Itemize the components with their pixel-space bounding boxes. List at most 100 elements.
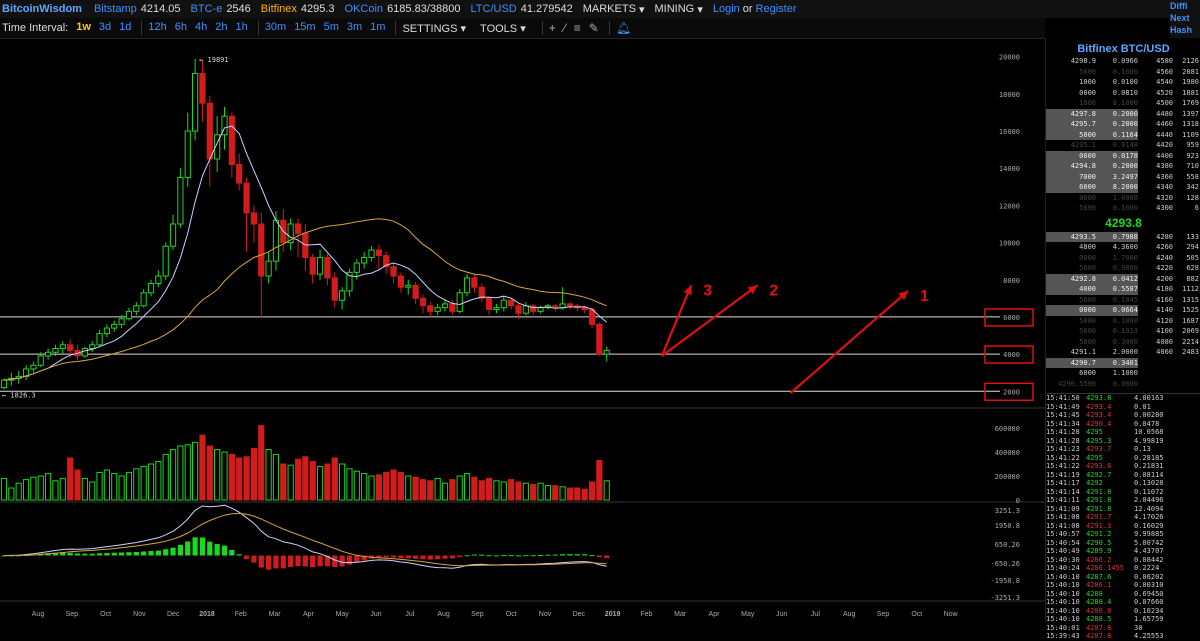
interval-option[interactable]: 3d	[98, 21, 112, 33]
interval-option[interactable]: 2h	[215, 21, 228, 33]
register-link[interactable]: Register	[755, 3, 797, 15]
candle-body	[500, 299, 507, 309]
orderbook-row[interactable]: 4290.7 0.3401	[1046, 357, 1200, 368]
volume-bar	[206, 445, 213, 501]
order-amount: 2.0000	[1112, 348, 1138, 356]
price-tick-label: 6000	[1003, 314, 1020, 322]
exchange-name[interactable]: LTC/USD	[470, 3, 517, 15]
interval-option[interactable]: 5m	[323, 21, 339, 33]
orderbook-row[interactable]: 6000 1.1000	[1046, 368, 1200, 379]
orderbook-row[interactable]: 1000 0.0100 4540 1980	[1046, 77, 1200, 88]
interval-option[interactable]: 30m	[264, 21, 287, 33]
exchange-ticker[interactable]: LTC/USD 41.279542	[470, 3, 572, 15]
orderbook-row[interactable]: 5000 0.1045 4160 1315	[1046, 295, 1200, 306]
tools-menu[interactable]: TOOLS ▾	[480, 22, 526, 35]
interval-option[interactable]: 1d	[119, 21, 132, 33]
next-label[interactable]: Next	[1170, 13, 1190, 23]
orderbook-row[interactable]: 6000 8.2000 4340 342	[1046, 182, 1200, 193]
exchange-ticker[interactable]: Bitstamp 4214.05	[94, 3, 181, 15]
order-amount: 0.0664	[1096, 305, 1138, 316]
exchange-name[interactable]: BTC-e	[190, 3, 223, 15]
price-chart[interactable]: 2000 4000 6000 8000 10000 12000 14000 16000 1800…	[0, 38, 1045, 621]
orderbook-row[interactable]: 0000 1.0000 4320 128	[1046, 193, 1200, 204]
exchange-ticker[interactable]: Bitfinex 4295.3	[261, 3, 335, 15]
trade-price: 4286.1	[1086, 581, 1112, 589]
interval-option[interactable]: 3m	[346, 21, 363, 33]
trade-amount: 12.4094	[1134, 504, 1164, 513]
orderbook-row[interactable]: 4293.5 0.7988 4280 133	[1046, 231, 1200, 242]
exchange-name[interactable]: OKCoin	[344, 3, 384, 15]
orderbook-row[interactable]: 4295.1 0.0148 4420 959	[1046, 140, 1200, 151]
bell-icon[interactable]: 🔔︎	[615, 21, 632, 35]
candle-body	[537, 307, 544, 312]
crosshair-icon[interactable]: +	[548, 21, 556, 35]
candle-body	[331, 277, 338, 301]
pen-icon[interactable]: ✎	[588, 21, 599, 35]
order-price: 4160	[1156, 295, 1173, 304]
orderbook-row[interactable]: 4290.5500 0.0000	[1046, 379, 1200, 390]
line-icon[interactable]: ⁄	[563, 21, 566, 35]
exchange-name[interactable]: Bitfinex	[260, 3, 297, 15]
exchange-ticker[interactable]: OKCoin 6185.83/38800	[345, 3, 461, 15]
orderbook-row[interactable]: 0000 1.7000 4240 505	[1046, 253, 1200, 264]
orderbook-row[interactable]: 4294.8 0.2000 4380 710	[1046, 161, 1200, 172]
orderbook-row[interactable]: 4800 4.3600 4260 294	[1046, 242, 1200, 253]
interval-option[interactable]: 4h	[195, 21, 208, 33]
orderbook-row[interactable]: 0000 0.0178 4400 923	[1046, 150, 1200, 161]
hash-label[interactable]: Hash	[1170, 25, 1193, 35]
candle-body	[125, 310, 133, 320]
interval-option[interactable]: 6h	[174, 21, 188, 33]
mining-menu[interactable]: MINING ▾	[655, 3, 703, 16]
macd-histogram-bar	[523, 555, 529, 557]
trade-time: 15:41:23	[1046, 445, 1080, 453]
volume-bar	[280, 463, 287, 501]
login-link[interactable]: Login	[712, 3, 740, 15]
orderbook-row[interactable]: 4298.9 0.0966 4580 2126	[1046, 56, 1200, 67]
orderbook-row[interactable]: 4291.1 2.0000 4060 2483	[1046, 347, 1200, 358]
time-tick-label: Sep	[877, 611, 890, 618]
orderbook-row[interactable]: 5000 0.9888 4220 628	[1046, 263, 1200, 274]
orderbook-row[interactable]: 5000 0.1000 4560 2081	[1046, 67, 1200, 78]
interval-option[interactable]: 1m	[370, 21, 386, 33]
macd-histogram-bar	[537, 554, 544, 556]
volume-bar	[493, 480, 500, 501]
orderbook-row[interactable]: 0000 0.0810 4520 1881	[1046, 88, 1200, 99]
order-total	[1173, 368, 1199, 379]
volume-bar	[530, 483, 537, 501]
macd-histogram-bar	[508, 555, 514, 557]
settings-menu[interactable]: SETTINGS ▾	[402, 22, 466, 35]
order-total: 2214	[1182, 337, 1199, 346]
interval-option[interactable]: 1w	[76, 21, 91, 33]
brand-logo[interactable]: BitcoinWisdom	[2, 3, 82, 15]
orderbook-row[interactable]: 0000 0.0664 4140 1525	[1046, 305, 1200, 316]
difficulty-label[interactable]: Diffi	[1170, 1, 1188, 11]
exchange-name[interactable]: Bitstamp	[93, 3, 137, 15]
order-total: 628	[1186, 264, 1199, 272]
fibonacci-icon[interactable]: ≡	[573, 21, 581, 35]
orderbook-row[interactable]: 4000 0.5587 4180 1112	[1046, 284, 1200, 295]
orderbook-row[interactable]: 5000 0.1000 4120 1687	[1046, 316, 1200, 327]
orderbook-row[interactable]: 7000 3.2497 4360 558	[1046, 171, 1200, 182]
orderbook-row[interactable]: 5000 0.1000 4300 6	[1046, 203, 1200, 214]
macd-histogram-bar	[141, 551, 147, 556]
volume-bar	[272, 453, 280, 501]
orderbook-row[interactable]: 5000 0.1913 4100 2069	[1046, 326, 1200, 337]
order-amount: 3.2497	[1096, 171, 1138, 182]
order-price: 4360	[1156, 172, 1173, 181]
exchange-ticker[interactable]: BTC-e 2546	[191, 3, 251, 15]
orderbook-row[interactable]: 5000 0.3000 4080 2214	[1046, 337, 1200, 348]
orderbook-row[interactable]: 4295.7 0.2000 4460 1318	[1046, 119, 1200, 130]
candle-body	[258, 223, 265, 277]
orderbook-row[interactable]: 4292.8 0.0412 4200 882	[1046, 273, 1200, 284]
orderbook-row[interactable]: 4297.8 0.2000 4480 1397	[1046, 108, 1200, 119]
markets-menu[interactable]: MARKETS ▾	[583, 3, 645, 16]
candle-body	[250, 212, 258, 225]
trade-amount: 10.0568	[1134, 428, 1164, 436]
interval-option[interactable]: 15m	[294, 21, 316, 33]
interval-option[interactable]: 12h	[148, 21, 167, 33]
orderbook-row[interactable]: 1000 0.1000 4500 1769	[1046, 98, 1200, 109]
price-tick-label: 20000	[999, 54, 1020, 62]
orderbook-row[interactable]: 5000 0.1164 4440 1109	[1046, 129, 1200, 140]
interval-option[interactable]: 1h	[235, 21, 248, 33]
macd-histogram-bar	[486, 555, 492, 557]
